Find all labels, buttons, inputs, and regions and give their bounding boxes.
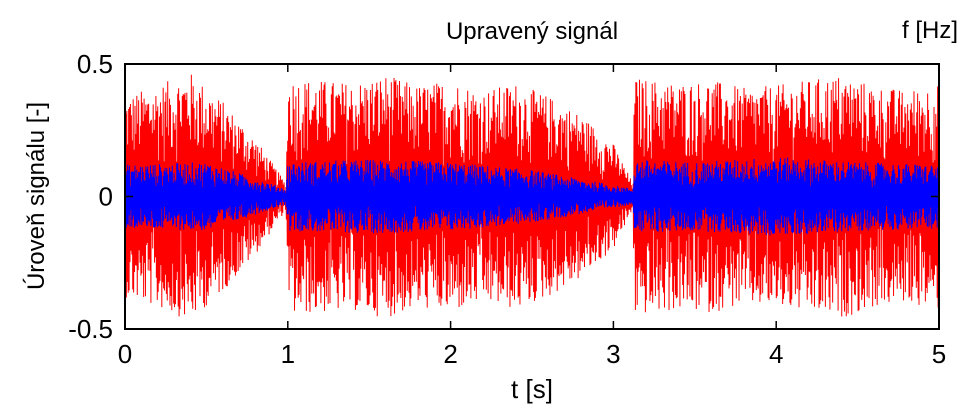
x-axis-label: t [s] (511, 374, 553, 404)
y-axis-label: Úroveň signálu [-] (23, 102, 50, 290)
x-tick-label: 0 (118, 339, 132, 369)
y-axis-ticks: -0.5 0 0.5 (68, 49, 939, 344)
chart-title: Upravený signál (446, 18, 618, 45)
y-tick-label: -0.5 (68, 314, 113, 344)
x-tick-label: 1 (281, 339, 295, 369)
plot-area (125, 74, 939, 317)
x-axis-ticks: 0 1 2 3 4 5 (118, 64, 946, 369)
x-tick-label: 3 (606, 339, 620, 369)
y-tick-label: 0 (99, 182, 113, 212)
y-tick-label: 0.5 (77, 49, 113, 79)
x-tick-label: 4 (769, 339, 783, 369)
frequency-unit-label: f [Hz] (902, 17, 958, 44)
x-tick-label: 5 (932, 339, 946, 369)
series-blue-signal (125, 157, 939, 236)
x-tick-label: 2 (443, 339, 457, 369)
